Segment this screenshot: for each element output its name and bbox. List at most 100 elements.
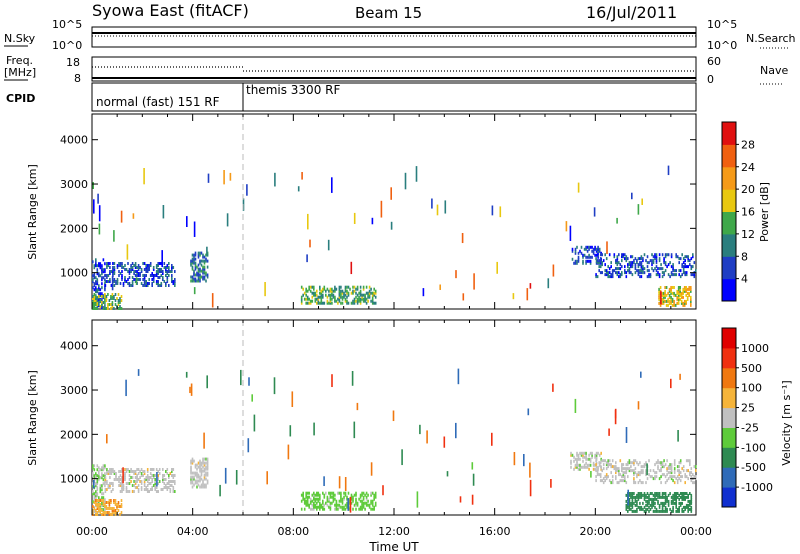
power-cell-1: [146, 284, 149, 287]
power-cell-5: [580, 245, 583, 249]
power-cell-4: [358, 299, 360, 303]
velocity-cell-1: [140, 480, 143, 483]
power-cell-4: [364, 295, 366, 299]
velocity-cell-3: [205, 467, 207, 471]
power-cell-1: [137, 266, 140, 269]
velocity-cell-7: [670, 495, 673, 499]
power-ylabel: Slant Range [km]: [26, 164, 39, 260]
velocity-cell-6: [622, 479, 625, 483]
power-cell-4: [323, 301, 326, 305]
power-cell-1: [128, 276, 131, 279]
velocity-cell-1: [146, 478, 149, 481]
velocity-cell-3: [202, 459, 204, 463]
velocity-cell-5: [582, 465, 584, 469]
power-cell-6: [682, 261, 685, 265]
velocity-cell-7: [675, 499, 677, 503]
velocity-cell-4: [305, 503, 307, 507]
velocity-cell-6: [658, 477, 661, 481]
power-cell-1: [166, 264, 169, 267]
velocity-cell-1: [152, 476, 155, 479]
power-cell-1: [157, 280, 159, 283]
power-cell-6: [648, 269, 650, 273]
power-cell-4: [300, 299, 303, 303]
velocity-cell-2: [99, 507, 102, 510]
power-cell-1: [157, 284, 159, 287]
velocity-sparse-cell: [446, 471, 449, 477]
power-cell-1: [157, 268, 159, 271]
velocity-sparse-cell: [529, 462, 531, 478]
power-cell-6: [658, 275, 661, 279]
velocity-cell-5: [573, 459, 575, 463]
power-cell-5: [576, 245, 578, 249]
velocity-cell-1: [119, 490, 122, 493]
velocity-cell-1: [110, 470, 113, 473]
power-cell-2: [110, 307, 112, 310]
velocity-cell-3: [194, 473, 197, 477]
power-cell-3: [196, 279, 198, 283]
power-cell-1: [174, 280, 176, 283]
velocity-cell-2: [98, 505, 100, 508]
velocity-cell-1: [112, 468, 114, 471]
power-cell-1: [137, 272, 140, 275]
power-cell-7: [670, 286, 672, 289]
velocity-sparse-cell: [248, 377, 250, 386]
velocity-sparse-cell: [185, 371, 188, 378]
velocity-cell-6: [610, 465, 612, 469]
power-cell-2: [113, 307, 115, 310]
velocity-cell-5: [600, 467, 602, 471]
velocity-cell-4: [331, 491, 333, 495]
velocity-cell-6: [596, 469, 599, 473]
velocity-cell-1: [172, 486, 175, 489]
velocity-cell-6: [646, 477, 649, 481]
velocity-cell-2: [110, 513, 112, 516]
velocity-cell-0: [101, 474, 103, 478]
velocity-cell-4: [373, 505, 375, 509]
power-cell-6: [692, 255, 694, 259]
velocity-cell-1: [118, 470, 120, 473]
power-sparse-cell: [297, 186, 300, 192]
velocity-cell-4: [319, 503, 321, 507]
power-cell-1: [121, 262, 123, 265]
power-cell-6: [627, 265, 629, 269]
velocity-cell-5: [570, 453, 572, 457]
power-cell-1: [113, 272, 116, 275]
velocity-cell-7: [633, 501, 635, 505]
power-cell-6: [657, 271, 659, 275]
velocity-cell-0: [101, 486, 103, 490]
power-cell-4: [340, 285, 342, 289]
velocity-cell-0: [93, 510, 96, 514]
power-cell-6: [624, 253, 626, 257]
power-cell-1: [113, 278, 116, 281]
velocity-cell-7: [630, 507, 632, 511]
power-cell-6: [599, 259, 602, 263]
power-cell-6: [685, 273, 688, 277]
power-cell-1: [127, 262, 129, 265]
velocity-cell-4: [361, 505, 363, 509]
power-cell-1: [171, 280, 173, 283]
velocity-cell-4: [362, 503, 365, 507]
power-cell-1: [127, 270, 129, 273]
velocity-cell-1: [130, 480, 132, 483]
power-cell-4: [320, 299, 323, 303]
power-cell-6: [646, 265, 649, 269]
velocity-cell-7: [679, 495, 682, 499]
power-sparse-cell: [264, 282, 266, 297]
power-cell-3: [196, 271, 198, 275]
velocity-cell-4: [316, 491, 318, 495]
power-cell-1: [133, 272, 135, 275]
power-cell-7: [682, 289, 684, 293]
velocity-cell-6: [658, 469, 661, 473]
power-cell-7: [662, 295, 665, 299]
velocity-cell-4: [316, 493, 318, 497]
power-cell-1: [131, 284, 134, 287]
velocity-cell-6: [639, 471, 641, 475]
power-cell-1: [160, 262, 163, 265]
velocity-cell-6: [595, 475, 597, 479]
velocity-cell-0: [95, 476, 97, 480]
power-sparse-cell: [390, 221, 393, 230]
velocity-cell-3: [191, 485, 194, 489]
velocity-cell-7: [628, 503, 631, 507]
velocity-cell-3: [202, 457, 204, 461]
velocity-cell-4: [365, 491, 368, 495]
velocity-cell-1: [130, 468, 132, 471]
